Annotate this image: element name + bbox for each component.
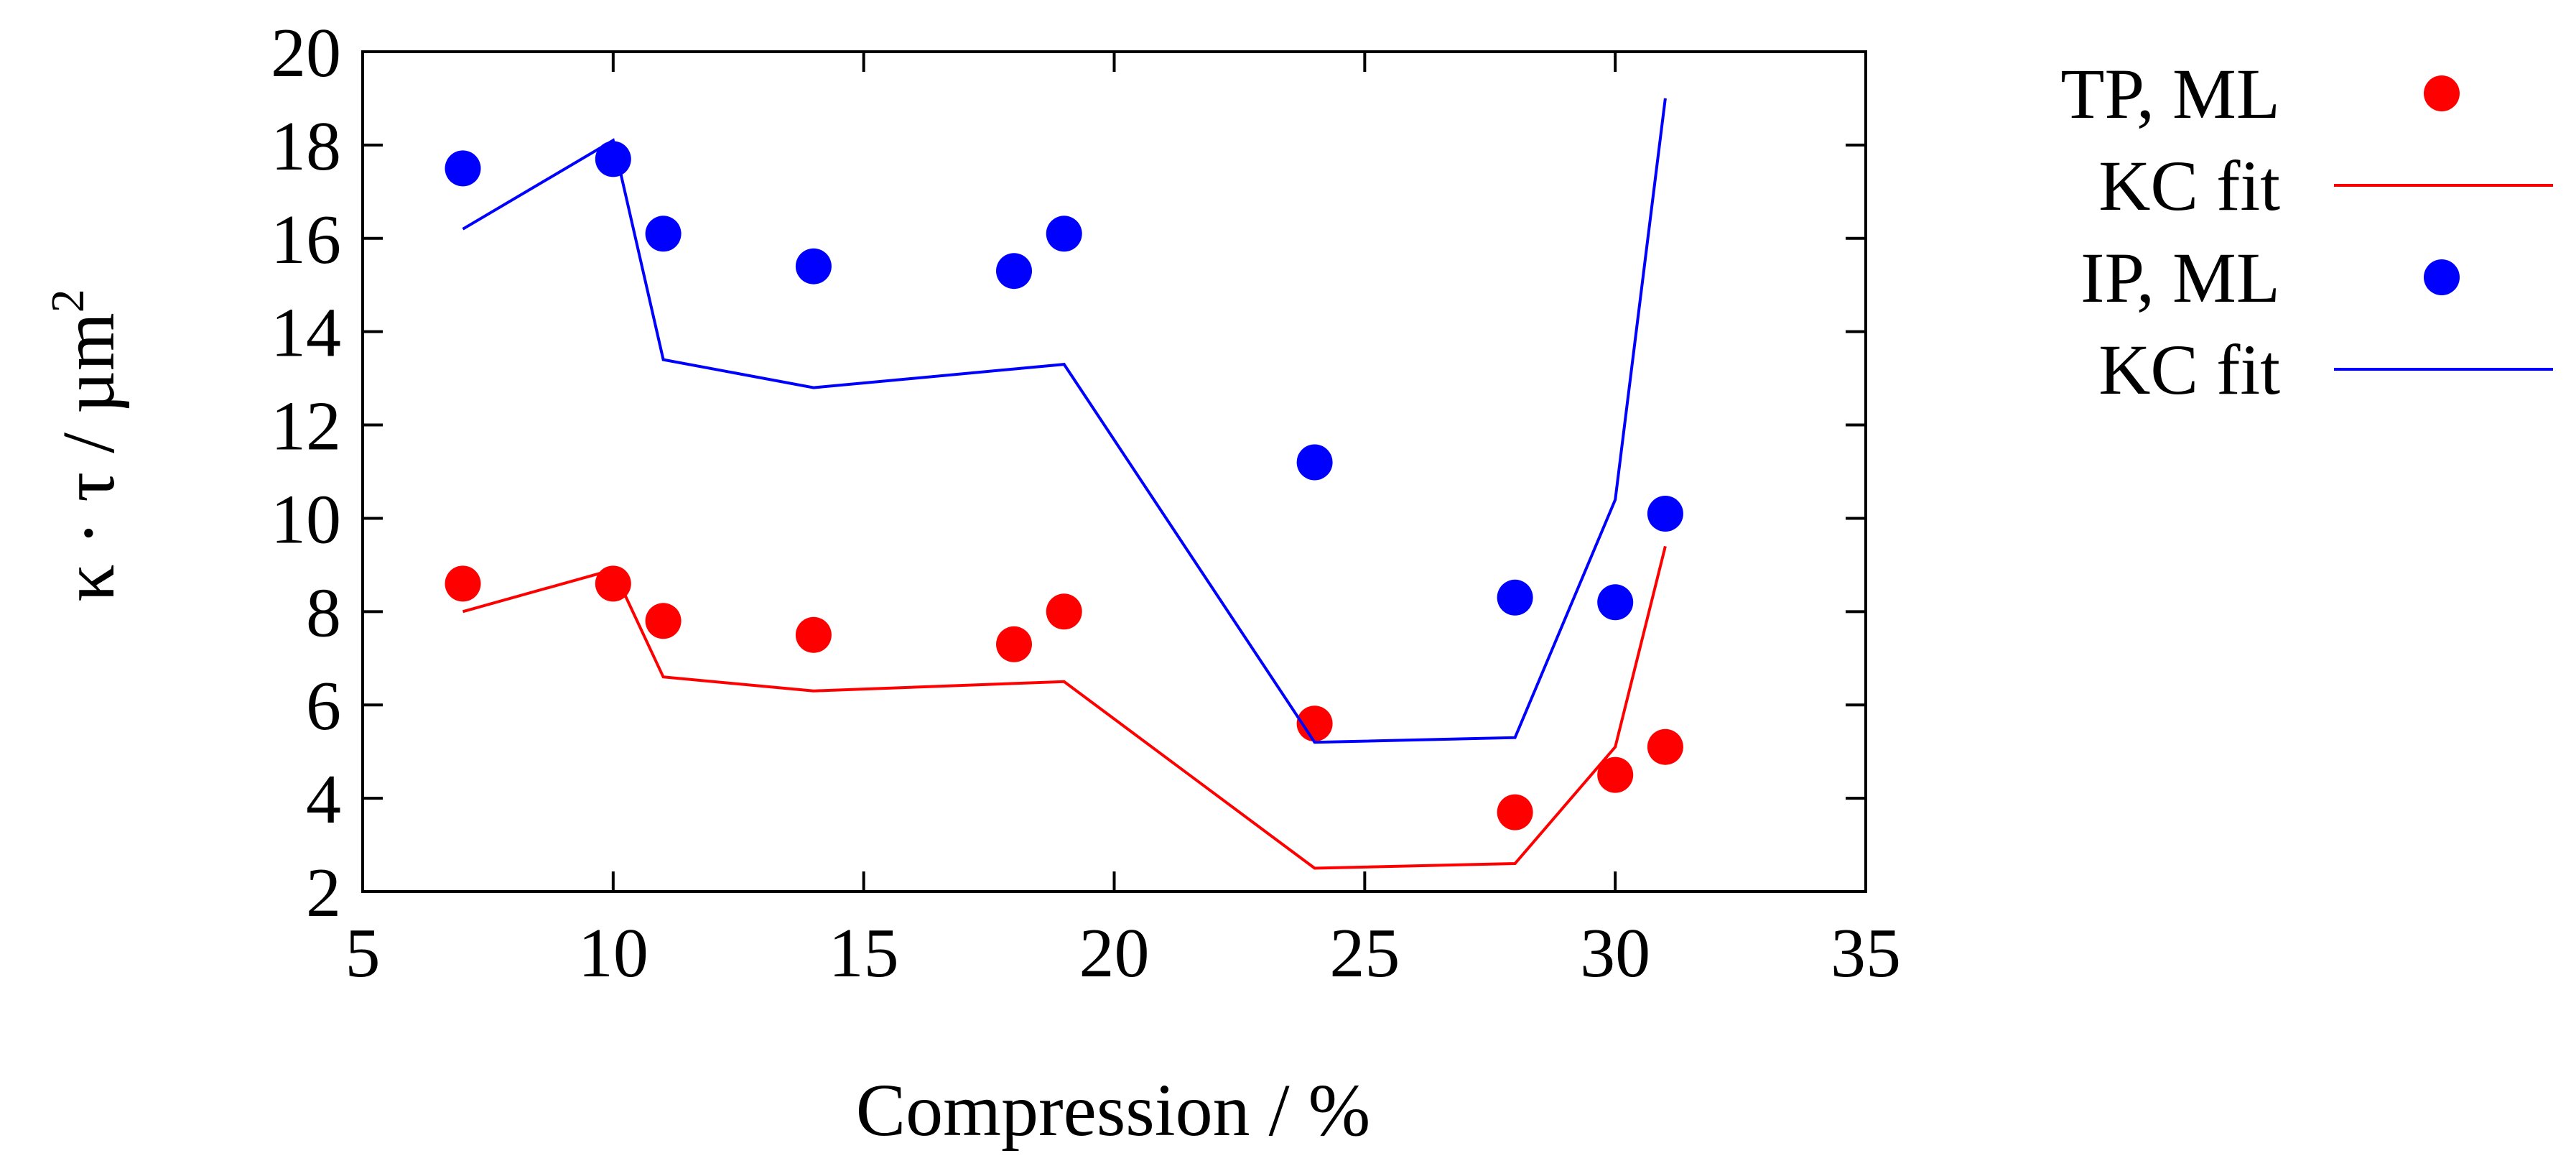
tick-labels: 5 10 15 20 25 30 35 2 4 6 8 10 12 14 16 18 20 bbox=[271, 14, 1901, 992]
x-tick-label: 15 bbox=[829, 915, 899, 992]
legend-item: TP, ML bbox=[2060, 54, 2460, 134]
data-point bbox=[1497, 579, 1533, 616]
data-point bbox=[795, 248, 832, 284]
y-tick-label: 2 bbox=[306, 854, 341, 932]
data-point bbox=[595, 141, 631, 177]
legend-label: IP, ML bbox=[2080, 238, 2280, 318]
data-point bbox=[1296, 444, 1333, 481]
legend-item: IP, ML bbox=[2080, 238, 2460, 318]
axis-ticks bbox=[361, 50, 1867, 893]
y-tick-label: 16 bbox=[271, 201, 341, 279]
data-series bbox=[445, 98, 1683, 870]
x-tick-label: 30 bbox=[1580, 915, 1650, 992]
data-point bbox=[1046, 216, 1082, 252]
plot-frame bbox=[361, 50, 1867, 893]
data-point bbox=[996, 626, 1032, 662]
x-tick-label: 25 bbox=[1329, 915, 1400, 992]
data-point bbox=[445, 150, 481, 187]
y-tick-label: 12 bbox=[271, 388, 341, 466]
y-axis-title-main: κ · τ / µm bbox=[47, 313, 130, 602]
data-point bbox=[645, 216, 682, 252]
legend-item: KC fit bbox=[2098, 330, 2553, 410]
x-tick-label: 20 bbox=[1079, 915, 1150, 992]
data-point bbox=[1647, 496, 1683, 532]
series-line bbox=[462, 545, 1667, 870]
legend: TP, ML KC fit IP, ML KC fit bbox=[2060, 54, 2553, 410]
y-axis-title: κ · τ / µm2 bbox=[42, 289, 130, 602]
data-point bbox=[1046, 593, 1082, 630]
data-point bbox=[996, 253, 1032, 290]
data-point bbox=[595, 565, 631, 602]
series-3 bbox=[462, 98, 1667, 744]
x-tick-label: 35 bbox=[1831, 915, 1901, 992]
data-point bbox=[1597, 756, 1634, 793]
y-tick-label: 8 bbox=[306, 574, 341, 652]
data-point bbox=[1296, 705, 1333, 742]
plot-border bbox=[361, 50, 1867, 893]
y-tick-label: 20 bbox=[271, 14, 341, 92]
y-tick-label: 4 bbox=[306, 761, 341, 838]
legend-label: KC fit bbox=[2098, 330, 2280, 410]
data-point bbox=[1597, 584, 1634, 621]
data-point bbox=[1497, 794, 1533, 830]
data-point bbox=[795, 616, 832, 653]
series-line bbox=[462, 98, 1667, 744]
y-axis-title-superscript: 2 bbox=[42, 289, 94, 313]
legend-item: KC fit bbox=[2098, 146, 2553, 226]
data-point bbox=[645, 603, 682, 639]
y-tick-label: 6 bbox=[306, 667, 341, 745]
x-axis-title: Compression / % bbox=[856, 1069, 1370, 1152]
y-tick-label: 18 bbox=[271, 108, 341, 185]
y-tick-label: 14 bbox=[271, 295, 341, 372]
legend-label: KC fit bbox=[2098, 146, 2280, 226]
series-2 bbox=[445, 141, 1683, 621]
x-tick-label: 5 bbox=[345, 915, 381, 992]
legend-point-swatch bbox=[2424, 259, 2460, 295]
legend-point-swatch bbox=[2424, 75, 2460, 111]
series-0 bbox=[445, 565, 1683, 830]
x-tick-label: 10 bbox=[578, 915, 648, 992]
legend-label: TP, ML bbox=[2060, 54, 2280, 134]
series-1 bbox=[462, 545, 1667, 870]
data-point bbox=[1647, 728, 1683, 765]
y-tick-label: 10 bbox=[271, 481, 341, 558]
data-point bbox=[445, 565, 481, 602]
